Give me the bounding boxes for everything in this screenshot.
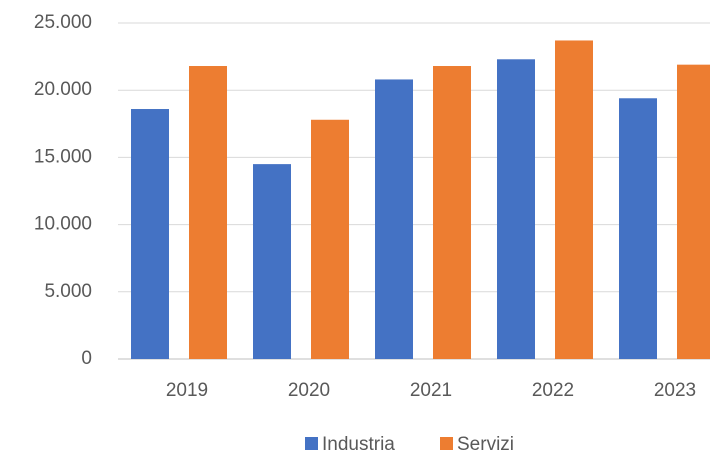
- bar: [619, 98, 657, 359]
- bar: [433, 66, 471, 360]
- x-tick-label: 2022: [532, 380, 574, 401]
- x-tick-label: 2023: [654, 380, 696, 401]
- legend-swatch: [305, 437, 318, 450]
- legend-label: Servizi: [457, 434, 514, 455]
- bar: [311, 119, 349, 359]
- y-tick-label: 10.000: [34, 214, 92, 235]
- x-tick-label: 2020: [288, 380, 330, 401]
- legend-swatch: [440, 437, 453, 450]
- y-tick-label: 20.000: [34, 79, 92, 100]
- legend-label: Industria: [322, 434, 395, 455]
- x-tick-label: 2019: [166, 380, 208, 401]
- bar: [375, 79, 413, 359]
- bar: [131, 109, 169, 360]
- bar: [497, 59, 535, 360]
- y-tick-label: 0: [81, 348, 92, 369]
- bar: [253, 164, 291, 359]
- y-tick-label: 5.000: [44, 281, 92, 302]
- bar: [189, 66, 227, 360]
- y-tick-label: 25.000: [34, 12, 92, 33]
- y-tick-label: 15.000: [34, 146, 92, 167]
- x-tick-label: 2021: [410, 380, 452, 401]
- bar: [555, 40, 593, 360]
- bar: [677, 64, 710, 359]
